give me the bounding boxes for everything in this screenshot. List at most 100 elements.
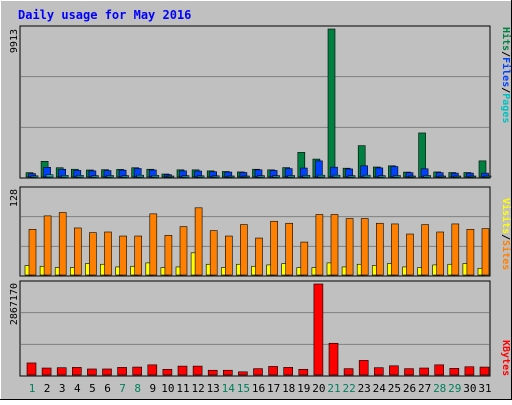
day-label: 11: [176, 382, 189, 395]
day-labels: 1 2 3 4 5 6 7 8 9 10 11 12 13 14 15 16 17 18 19 20 21 22 23 24 2…: [29, 382, 492, 395]
kbytes-bar: [102, 368, 112, 376]
pages-bar: [136, 174, 144, 178]
kbytes-bar: [117, 367, 127, 376]
day-label: 18: [282, 382, 295, 395]
pages-bar: [257, 175, 265, 178]
day-label: 24: [373, 382, 387, 395]
day-label: 5: [89, 382, 96, 395]
kbytes-bar: [404, 368, 414, 376]
legend-hits: Hits: [500, 27, 512, 51]
pages-bar: [60, 175, 69, 178]
legend-kbytes: KBytes: [500, 340, 511, 376]
kbytes-bar: [253, 368, 263, 376]
day-label: 7: [119, 382, 126, 395]
pages-bar: [347, 175, 356, 178]
kbytes-bar: [434, 364, 445, 376]
kbytes-bar: [298, 368, 309, 376]
pages-bar: [287, 175, 296, 178]
panel-hits: [19, 25, 491, 179]
sites-bar: [391, 223, 399, 276]
pages-bar: [483, 175, 492, 178]
day-label: 8: [134, 382, 141, 395]
pages-bar: [151, 175, 160, 178]
pages-bar: [242, 175, 250, 178]
kbytes-bar: [177, 365, 188, 376]
pages-bar: [408, 175, 416, 178]
files-bar: [315, 160, 323, 178]
pages-bar: [317, 174, 326, 178]
sites-bar: [285, 222, 294, 276]
kbytes-bar: [479, 366, 490, 376]
sites-bar: [104, 231, 112, 276]
sites-bar: [119, 235, 127, 276]
sites-bar: [255, 237, 263, 276]
legend-sites-panel: Visits/Sites: [500, 198, 512, 270]
kbytes-bar: [343, 368, 354, 376]
pages-bar: [211, 175, 220, 178]
kbytes-bar: [313, 283, 324, 376]
day-label: 25: [388, 382, 401, 395]
sites-bar: [421, 224, 429, 276]
sites-bar: [149, 213, 158, 276]
sites-bar: [451, 223, 460, 276]
sites-bar: [481, 228, 490, 276]
sites-bar: [43, 215, 52, 276]
pages-bar: [438, 175, 447, 178]
kbytes-bar: [358, 360, 369, 376]
pages-bar: [196, 175, 205, 178]
bars: [24, 28, 492, 376]
pages-bar: [272, 175, 280, 178]
kbytes-bar: [87, 368, 97, 376]
sites-bar: [345, 218, 354, 276]
gridlines: [21, 76, 489, 345]
legend-visits: Visits: [500, 198, 512, 234]
kbytes-bar: [26, 362, 37, 376]
y-max-label-kbytes: 2867170: [9, 283, 20, 325]
day-label: 10: [161, 382, 174, 395]
sites-bar: [209, 230, 218, 276]
day-label: 19: [297, 382, 310, 395]
legend-hits-panel: Hits/Files/Pages: [500, 27, 512, 123]
pages-bar: [468, 175, 477, 178]
pages-bar: [423, 175, 431, 178]
day-label: 3: [59, 382, 66, 395]
kbytes-bar: [132, 366, 142, 376]
day-label: 1: [29, 382, 36, 395]
y-max-label-sites: 128: [9, 189, 20, 207]
sites-bar: [194, 207, 203, 276]
sites-bar: [375, 222, 384, 276]
day-label: 22: [342, 382, 355, 395]
y-max-label-hits: 9913: [9, 29, 20, 53]
day-label: 29: [448, 382, 461, 395]
pages-bar: [45, 174, 54, 178]
pages-bar: [377, 175, 386, 178]
kbytes-bar: [389, 365, 399, 376]
sites-bar: [360, 218, 369, 276]
kbytes-bar: [449, 368, 460, 376]
panel-kbytes: [19, 280, 491, 377]
kbytes-bar: [41, 367, 52, 376]
kbytes-bar: [464, 366, 475, 376]
day-label: 2: [44, 382, 51, 395]
sites-bar: [89, 232, 97, 276]
day-label: 12: [191, 382, 204, 395]
day-label: 15: [237, 382, 250, 395]
chart-title: Daily usage for May 2016: [18, 8, 191, 22]
sites-bar: [436, 231, 445, 276]
kbytes-bar: [283, 367, 294, 376]
day-label: 23: [358, 382, 371, 395]
pages-bar: [166, 175, 175, 178]
sites-bar: [300, 241, 309, 276]
pages-bar: [332, 174, 341, 178]
kbytes-bar: [373, 367, 384, 376]
hits-bar: [327, 28, 336, 178]
sites-bar: [58, 212, 67, 276]
day-label: 14: [222, 382, 236, 395]
day-label: 26: [403, 382, 416, 395]
day-label: 17: [267, 382, 280, 395]
pages-bar: [393, 175, 401, 178]
day-label: 20: [312, 382, 325, 395]
sites-bar: [179, 226, 188, 276]
